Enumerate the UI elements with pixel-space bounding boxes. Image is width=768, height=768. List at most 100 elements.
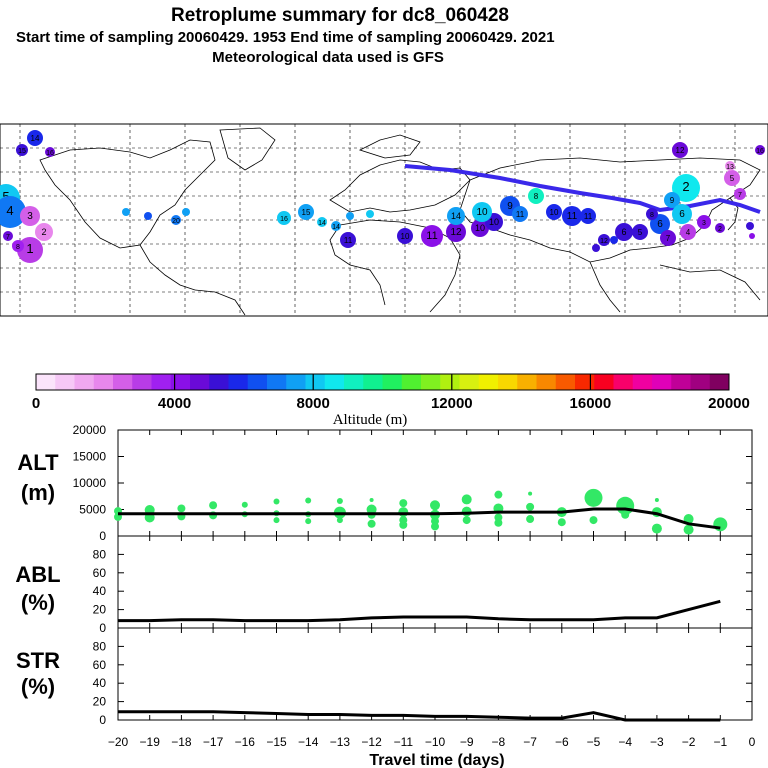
abl-line [118,599,721,623]
x-tick-label: −1 [713,735,727,749]
y-tick-label: 0 [99,529,106,543]
colorbar-swatch [690,374,711,390]
trajectory-mean-line [404,164,761,214]
altitude-point [621,510,630,519]
trajectory-point [746,222,754,230]
colorbar-swatch [228,374,249,390]
trajectory-point [122,208,130,216]
y-tick-label: 15000 [73,450,107,464]
y-tick-label: 40 [93,584,107,598]
colorbar-swatch [305,374,326,390]
colorbar-swatch [709,374,730,390]
trajectory-day-label: 4 [686,228,691,237]
trajectory-point [171,215,181,225]
trajectory-point [45,147,55,157]
trajectory-point [447,207,465,225]
trajectory-point [598,234,610,246]
colorbar-swatch [74,374,95,390]
altitude-point [462,516,471,525]
x-tick-label: −4 [618,735,632,749]
trajectory-day-label: 15 [18,148,26,155]
trajectory-day-label: 11 [426,230,437,242]
colorbar-swatch [113,374,133,390]
panel-abl: ABL (%) 0 20 40 60 80 [15,535,753,635]
sampling-times: Start time of sampling 20060429. 1953 En… [16,29,555,46]
met-data-label: Meteorological data used is GFS [212,49,444,66]
trajectory-day-label: 7 [6,234,10,241]
time-series-panels: ALT (m) 0 5000 10000 15000 20000 ABL (%) 0 20 40 60 8… [15,423,753,727]
panel-yunit: (m) [21,480,55,505]
x-tick-label: −10 [425,735,446,749]
trajectory-day-label: 13 [726,164,734,171]
colorbar-swatch [190,374,210,390]
altitude-point [526,502,535,511]
trajectory-point [317,217,327,227]
trajectory-point [672,174,700,202]
trajectory-point [331,221,341,231]
figure-title: Retroplume summary for dc8_060428 [171,5,509,26]
y-tick-label: 80 [93,639,107,653]
trajectory-point [340,232,356,248]
x-tick-label: −6 [555,735,569,749]
colorbar-swatch [459,374,480,390]
altitude-point [430,500,440,511]
trajectory-point [144,212,152,220]
trajectory-point [724,170,740,186]
colorbar-swatch [363,374,383,390]
trajectory-point [660,230,676,246]
colorbar-swatch [671,374,691,390]
trajectory-point [632,224,648,240]
trajectory-day-label: 15 [302,208,311,217]
altitude-point [399,520,408,529]
colorbar-swatch [421,374,441,390]
altitude-point [651,523,662,534]
altitude-point [367,519,376,528]
colorbar-swatch [401,374,422,390]
altitude-point [683,524,694,535]
trajectory-day-label: 8 [650,212,654,219]
altitude-point [336,517,343,524]
trajectory-point [580,208,596,224]
x-tick-label: −20 [108,735,129,749]
colorbar-swatch [632,374,653,390]
trajectory-day-label: 10 [550,208,559,217]
trajectory-point [546,204,562,220]
trajectory-day-label: 5 [730,174,735,183]
colorbar-swatch [93,374,114,390]
altitude-point [305,518,312,525]
panel-yunit: (%) [21,674,55,699]
trajectory-day-label: 1 [26,241,33,256]
altitude-point [273,517,280,524]
panel-str: STR(%) 0 20 40 60 80 [16,627,753,727]
trajectory-point [615,223,633,241]
trajectory-day-label: 11 [567,211,578,222]
x-tick-label: −8 [492,735,506,749]
colorbar-tick-label: 20000 [708,395,750,412]
colorbar-label: Altitude (m) [333,412,408,428]
trajectory-day-label: 11 [584,212,593,221]
trajectory-point [277,211,291,225]
colorbar-swatch [170,374,191,390]
x-tick-label: −3 [650,735,664,749]
colorbar-swatch [344,374,364,390]
panel-frame [117,535,753,629]
panel-alt: ALT (m) 0 5000 10000 15000 20000 [17,423,753,543]
altitude-point [654,497,659,502]
altitude-point [584,488,603,507]
altitude-point [209,501,218,510]
trajectory-point [592,244,600,252]
trajectory-day-label: 9 [507,201,513,212]
trajectory-day-label: 20 [172,218,180,225]
trajectory-point [755,145,765,155]
trajectory-point [12,240,24,252]
x-tick-label: −2 [682,735,696,749]
colorbar-swatch [324,374,345,390]
panel-frame [117,627,753,721]
y-tick-label: 80 [93,547,107,561]
trajectory-day-label: 9 [670,196,675,205]
x-axis: −20 −19 −18 −17 −16 −15 −14 −13 −12 −11 −10 −9 −8 −7−… [108,735,756,749]
y-tick-label: 10000 [73,476,107,490]
y-tick-label: 20 [93,603,107,617]
